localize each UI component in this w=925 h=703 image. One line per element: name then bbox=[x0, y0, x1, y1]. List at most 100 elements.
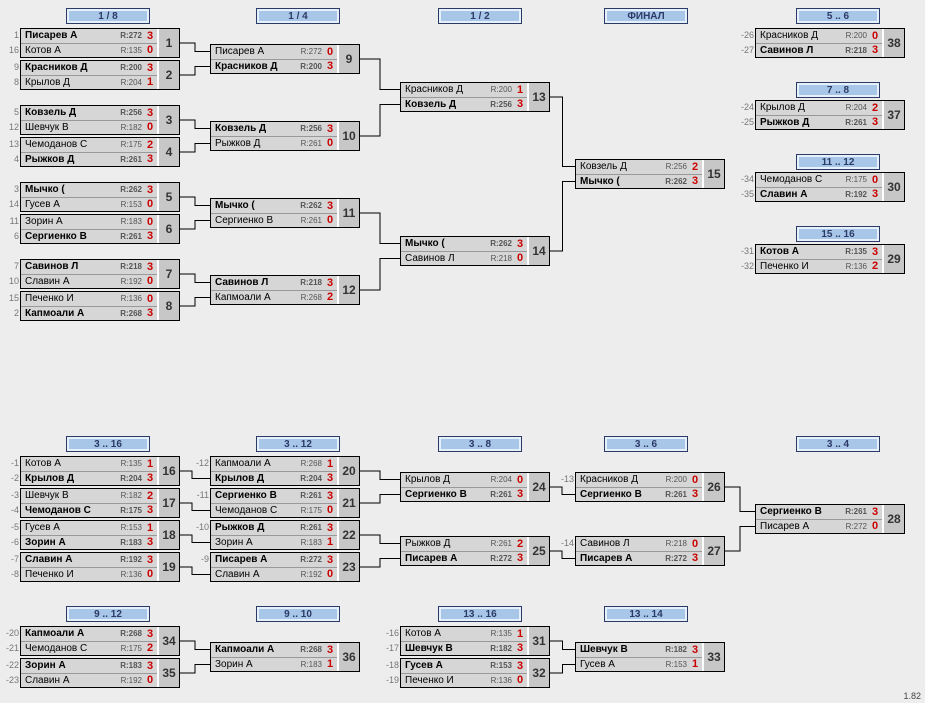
player-rating: R:261 bbox=[300, 491, 322, 500]
player-rating: R:268 bbox=[120, 309, 142, 318]
player-score: 3 bbox=[145, 184, 155, 196]
player-name: Крылов Д bbox=[25, 473, 118, 484]
player-name: Мычко ( bbox=[405, 238, 488, 249]
seed-number: 15 bbox=[2, 291, 19, 306]
player-score: 3 bbox=[145, 504, 155, 516]
player-name: Капмоали А bbox=[215, 292, 299, 303]
player-row: Котов АR:1350 bbox=[21, 44, 157, 58]
player-row: Славин АR:1923 bbox=[756, 188, 882, 202]
match: Котов АR:1351Крылов ДR:204316 bbox=[20, 456, 180, 486]
player-rating: R:256 bbox=[120, 108, 142, 117]
player-name: Гусев А bbox=[25, 199, 119, 210]
player-name: Крылов Д bbox=[25, 77, 119, 88]
player-rating: R:256 bbox=[490, 100, 512, 109]
player-score: 2 bbox=[870, 260, 880, 272]
player-name: Печенко И bbox=[405, 675, 489, 686]
version-label: 1.82 bbox=[903, 691, 921, 701]
player-score: 2 bbox=[145, 139, 155, 151]
player-name: Рыжков Д bbox=[25, 154, 118, 165]
player-rating: R:272 bbox=[120, 31, 142, 40]
seed-number: -34 bbox=[737, 172, 754, 187]
player-name: Капмоали А bbox=[215, 458, 299, 469]
seed-number: -27 bbox=[737, 43, 754, 58]
player-name: Сергиенко В bbox=[25, 231, 118, 242]
player-score: 2 bbox=[870, 102, 880, 114]
player-name: Котов А bbox=[405, 628, 489, 639]
player-score: 0 bbox=[870, 30, 880, 42]
player-name: Славин А bbox=[25, 554, 118, 565]
player-score: 0 bbox=[515, 674, 525, 686]
match-number: 25 bbox=[527, 537, 549, 565]
seed-number: 3 bbox=[2, 182, 19, 197]
player-name: Писарев А bbox=[25, 30, 118, 41]
player-name: Красников Д bbox=[25, 62, 118, 73]
player-score: 3 bbox=[325, 472, 335, 484]
match: Красников ДR:2000Савинов ЛR:218338 bbox=[755, 28, 905, 58]
player-row: Писарев АR:2723 bbox=[211, 553, 337, 568]
player-row: Ковзель ДR:2563 bbox=[21, 106, 157, 121]
match-number: 9 bbox=[337, 45, 359, 73]
player-row: Гусев АR:1533 bbox=[401, 659, 527, 674]
match: Крылов ДR:2042Рыжков ДR:261337 bbox=[755, 100, 905, 130]
player-rating: R:200 bbox=[300, 62, 322, 71]
player-row: Крылов ДR:2041 bbox=[21, 76, 157, 90]
match: Котов АR:1353Печенко ИR:136229 bbox=[755, 244, 905, 274]
seed-number: -32 bbox=[737, 259, 754, 274]
player-row: Писарев АR:2720 bbox=[211, 45, 337, 60]
player-score: 0 bbox=[515, 474, 525, 486]
player-row: Писарев АR:2723 bbox=[401, 552, 527, 566]
player-score: 3 bbox=[325, 200, 335, 212]
player-name: Писарев А bbox=[405, 553, 488, 564]
player-row: Капмоали АR:2683 bbox=[211, 643, 337, 658]
player-rating: R:261 bbox=[120, 232, 142, 241]
player-rating: R:261 bbox=[491, 539, 512, 548]
player-name: Шевчук В bbox=[405, 643, 488, 654]
player-score: 3 bbox=[325, 522, 335, 534]
player-row: Славин АR:1920 bbox=[21, 275, 157, 289]
match-number: 6 bbox=[157, 215, 179, 243]
player-rating: R:261 bbox=[665, 490, 687, 499]
match: Савинов ЛR:2183Капмоали АR:268212 bbox=[210, 275, 360, 305]
player-rating: R:200 bbox=[120, 63, 142, 72]
player-name: Мычко ( bbox=[580, 176, 663, 187]
player-rating: R:262 bbox=[490, 239, 512, 248]
player-rating: R:136 bbox=[846, 262, 867, 271]
player-rating: R:192 bbox=[121, 277, 142, 286]
player-row: Красников ДR:2001 bbox=[401, 83, 527, 98]
match-number: 32 bbox=[527, 659, 549, 687]
match-number: 27 bbox=[702, 537, 724, 565]
match: Писарев АR:2723Славин АR:192023 bbox=[210, 552, 360, 582]
match: Шевчук ВR:1822Чемоданов СR:175317 bbox=[20, 488, 180, 518]
seed-number: -8 bbox=[2, 567, 19, 582]
player-score: 3 bbox=[145, 230, 155, 242]
player-score: 0 bbox=[325, 137, 335, 149]
match-number: 19 bbox=[157, 553, 179, 581]
player-name: Капмоали А bbox=[25, 308, 118, 319]
player-score: 1 bbox=[145, 458, 155, 470]
player-row: Шевчук ВR:1823 bbox=[401, 642, 527, 656]
player-score: 3 bbox=[870, 506, 880, 518]
match: Капмоали АR:2681Крылов ДR:204320 bbox=[210, 456, 360, 486]
player-rating: R:175 bbox=[301, 506, 322, 515]
round-header: 3 .. 12 bbox=[256, 436, 340, 452]
player-rating: R:256 bbox=[300, 124, 322, 133]
player-name: Крылов Д bbox=[215, 473, 298, 484]
player-row: Котов АR:1351 bbox=[401, 627, 527, 642]
player-rating: R:192 bbox=[845, 190, 867, 199]
player-row: Чемоданов СR:1752 bbox=[21, 642, 157, 656]
player-name: Гусев А bbox=[405, 660, 488, 671]
seed-number: -20 bbox=[2, 626, 19, 641]
player-name: Савинов Л bbox=[405, 253, 489, 264]
seed-number: -10 bbox=[192, 520, 209, 535]
player-rating: R:262 bbox=[120, 185, 142, 194]
player-score: 3 bbox=[690, 488, 700, 500]
match-number: 5 bbox=[157, 183, 179, 211]
seed-number: 16 bbox=[2, 43, 19, 58]
match-number: 14 bbox=[527, 237, 549, 265]
player-score: 3 bbox=[515, 238, 525, 250]
player-row: Савинов ЛR:2180 bbox=[401, 252, 527, 266]
player-rating: R:256 bbox=[666, 162, 687, 171]
match: Ковзель ДR:2562Мычко (R:262315 bbox=[575, 159, 725, 189]
player-row: Савинов ЛR:2180 bbox=[576, 537, 702, 552]
player-row: Писарев АR:2723 bbox=[576, 552, 702, 566]
